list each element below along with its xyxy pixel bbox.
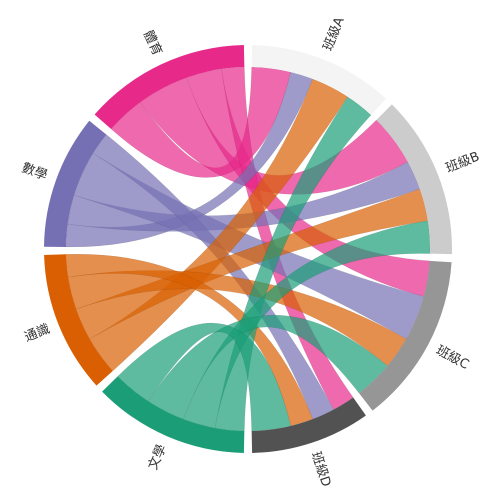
group-label-0: 班級A — [321, 15, 348, 53]
group-arc-4 — [102, 376, 245, 453]
group-label-6: 數學 — [20, 161, 50, 184]
group-arc-0 — [251, 45, 386, 115]
group-label-2: 班級C — [433, 343, 471, 373]
ribbons-layer — [65, 66, 431, 432]
arcs-layer — [44, 45, 453, 453]
group-label-1: 班級B — [444, 149, 482, 176]
group-arc-1 — [376, 104, 453, 255]
group-label-3: 班級D — [308, 450, 334, 489]
group-label-7: 體育 — [140, 28, 165, 58]
group-arc-7 — [94, 45, 245, 130]
group-label-4: 文學 — [146, 442, 170, 472]
group-label-5: 通識 — [22, 322, 52, 346]
group-arc-5 — [44, 254, 113, 386]
group-arc-6 — [44, 120, 107, 247]
group-arc-2 — [359, 260, 452, 411]
group-arc-3 — [251, 397, 366, 453]
